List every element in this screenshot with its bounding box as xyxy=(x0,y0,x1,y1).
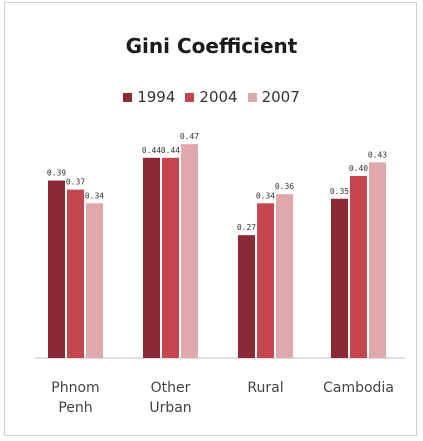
category-label-1-1: Urban xyxy=(149,400,191,416)
data-label-2007-1: 0.47 xyxy=(180,132,199,141)
data-label-1994-3: 0.35 xyxy=(330,187,349,196)
data-label-2007-2: 0.36 xyxy=(275,182,294,191)
bar-1994-1 xyxy=(143,157,160,358)
data-label-2004-3: 0.40 xyxy=(349,164,368,173)
bar-2004-1 xyxy=(162,157,179,358)
data-label-2007-0: 0.34 xyxy=(85,191,104,200)
bar-2004-3 xyxy=(350,176,367,358)
category-label-1-0: Other xyxy=(151,380,191,396)
legend-swatch-2004 xyxy=(185,92,195,102)
chart-title: Gini Coefficient xyxy=(125,34,298,58)
category-label-2-0: Rural xyxy=(247,380,283,396)
bar-2004-2 xyxy=(257,203,274,358)
legend-swatch-1994 xyxy=(123,92,133,102)
bar-2007-0 xyxy=(86,203,103,358)
data-label-1994-1: 0.44 xyxy=(142,146,161,155)
category-label-0-0: Phnom xyxy=(51,380,99,396)
legend-label-1994: 1994 xyxy=(137,88,176,106)
bar-2007-1 xyxy=(181,144,198,358)
data-label-1994-2: 0.27 xyxy=(237,223,256,232)
bar-1994-0 xyxy=(48,180,65,358)
data-label-2004-0: 0.37 xyxy=(66,178,85,187)
legend-item-1994: 1994 xyxy=(123,88,175,106)
legend-label-2004: 2004 xyxy=(199,88,238,106)
bar-2004-0 xyxy=(67,189,84,358)
legend-swatch-2007 xyxy=(247,92,257,102)
legend-item-2007: 2007 xyxy=(247,88,300,106)
data-label-2007-3: 0.43 xyxy=(368,150,387,159)
bar-1994-3 xyxy=(331,198,348,358)
bar-1994-2 xyxy=(238,235,255,358)
category-label-0-1: Penh xyxy=(58,400,92,416)
category-label-3-0: Cambodia xyxy=(323,380,394,396)
bar-2007-2 xyxy=(276,194,293,358)
data-label-2004-2: 0.34 xyxy=(256,191,275,200)
data-label-2004-1: 0.44 xyxy=(161,146,180,155)
chart-legend: 1994 2004 2007 xyxy=(0,88,423,106)
bar-2007-3 xyxy=(369,162,386,358)
data-label-1994-0: 0.39 xyxy=(47,169,66,178)
legend-label-2007: 2007 xyxy=(261,88,300,106)
legend-item-2004: 2004 xyxy=(185,88,238,106)
